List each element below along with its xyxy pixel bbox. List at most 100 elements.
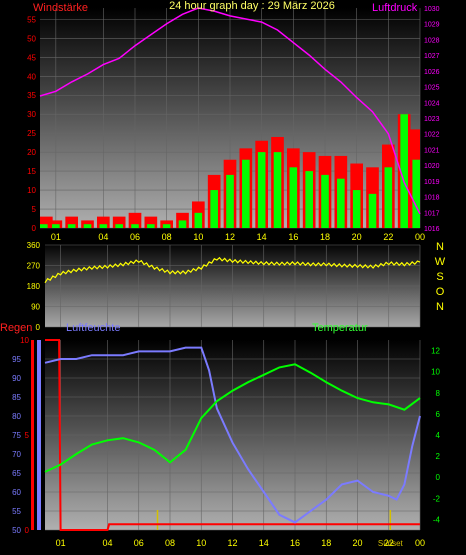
wind-x-tick-label: 00 xyxy=(415,232,425,242)
humidity-tick-label: 80 xyxy=(12,412,21,421)
temperature-tick-label: 10 xyxy=(431,368,440,377)
gust-bar xyxy=(99,224,108,228)
pressure-tick-label: 1024 xyxy=(424,100,440,107)
temperature-tick-label: -2 xyxy=(433,494,441,503)
wind-x-tick-label: 16 xyxy=(288,232,298,242)
gust-bar xyxy=(178,220,187,228)
direction-grid xyxy=(45,244,421,328)
wind-tick-label: 35 xyxy=(27,91,36,100)
wind-tick-label: 5 xyxy=(32,205,37,214)
compass-label: S xyxy=(436,271,443,283)
compass-label: N xyxy=(436,241,444,253)
compass-label: N xyxy=(436,301,444,313)
temperature-tick-label: 2 xyxy=(436,452,441,461)
humidity-tick-label: 85 xyxy=(12,393,21,402)
sun-markers: Sunset xyxy=(156,510,404,548)
wind-x-tick-label: 04 xyxy=(98,232,108,242)
temperature-tick-label: 8 xyxy=(436,389,441,398)
rain-line xyxy=(45,339,420,531)
humidity-y-axis: 50 55 60 65 70 75 80 85 90 95 xyxy=(12,355,21,535)
wind-axis-label: Windstärke xyxy=(33,2,88,14)
humidity-x-tick-label: 18 xyxy=(321,538,331,548)
wind-bars xyxy=(40,114,420,228)
gust-bar xyxy=(52,224,60,228)
gust-bar xyxy=(305,171,313,228)
wind-bar xyxy=(144,216,158,228)
temperature-tick-label: -4 xyxy=(433,515,441,524)
wind-tick-label: 30 xyxy=(27,110,36,119)
wind-x-tick-label: 08 xyxy=(162,232,172,242)
pressure-line xyxy=(39,7,421,215)
humidity-line xyxy=(44,346,421,524)
gust-bar xyxy=(162,224,171,228)
humidity-x-axis: 01 04 06 08 10 12 14 16 18 20 22 00 xyxy=(56,538,425,548)
gust-bar xyxy=(289,167,298,228)
direction-tick-label: 270 xyxy=(27,262,41,271)
humidity-tick-label: 60 xyxy=(12,488,21,497)
humidity-tick-label: 90 xyxy=(12,374,21,383)
pressure-tick-label: 1020 xyxy=(424,163,440,170)
gust-bar xyxy=(337,178,345,228)
pressure-tick-label: 1025 xyxy=(424,85,440,92)
direction-tick-label: 180 xyxy=(27,282,41,291)
humidity-grid xyxy=(45,340,421,531)
wind-x-tick-label: 18 xyxy=(320,232,330,242)
direction-tick-label: 90 xyxy=(31,303,40,312)
humidity-tick-label: 95 xyxy=(12,355,21,364)
pressure-tick-label: 1029 xyxy=(424,22,440,29)
humidity-x-tick-label: 06 xyxy=(134,538,144,548)
direction-y-axis: 0 90 180 270 360 xyxy=(27,241,41,332)
humidity-x-tick-label: 22 xyxy=(384,538,394,548)
pressure-tick-label: 1023 xyxy=(424,116,440,123)
rain-axis-bar xyxy=(31,340,34,530)
direction-line xyxy=(44,256,421,284)
gust-bar xyxy=(384,167,393,228)
humidity-tick-label: 75 xyxy=(12,431,21,440)
pressure-tick-label: 1019 xyxy=(424,179,440,186)
wind-x-tick-label: 01 xyxy=(51,232,61,242)
gust-bar xyxy=(257,152,266,228)
wind-tick-label: 0 xyxy=(32,224,37,233)
gust-bar xyxy=(412,159,420,228)
gust-bar xyxy=(83,224,92,228)
wind-x-axis: 01 04 06 08 10 12 14 16 18 20 22 00 xyxy=(51,232,425,242)
wind-tick-label: 40 xyxy=(27,72,36,81)
humidity-tick-label: 70 xyxy=(12,450,21,459)
gust-bar xyxy=(273,152,282,228)
gust-bar xyxy=(147,224,155,228)
pressure-tick-label: 1028 xyxy=(424,37,440,44)
wind-tick-label: 15 xyxy=(27,167,36,176)
wind-bar xyxy=(97,216,110,228)
wind-x-tick-label: 10 xyxy=(193,232,203,242)
gust-bar xyxy=(40,224,48,228)
wind-tick-label: 45 xyxy=(27,53,36,62)
humidity-x-tick-label: 00 xyxy=(415,538,425,548)
gust-bar xyxy=(368,193,377,228)
rain-tick-label: 5 xyxy=(25,431,30,440)
wind-tick-label: 25 xyxy=(27,129,36,138)
pressure-tick-label: 1022 xyxy=(424,132,440,139)
humidity-x-tick-label: 04 xyxy=(102,538,112,548)
wind-tick-label: 50 xyxy=(27,34,36,43)
direction-tick-label: 0 xyxy=(36,323,41,332)
temperature-axis-label: Temperatur xyxy=(312,322,368,334)
temperature-tick-label: 6 xyxy=(436,410,441,419)
wind-x-tick-label: 12 xyxy=(225,232,235,242)
wind-bar xyxy=(65,216,78,228)
humidity-x-tick-label: 20 xyxy=(352,538,362,548)
wind-x-tick-label: 22 xyxy=(383,232,393,242)
gust-bar xyxy=(400,114,408,228)
compass-label: W xyxy=(435,256,446,268)
humidity-axis-label: Luftfeuchte xyxy=(66,322,120,334)
wind-bar xyxy=(112,216,126,228)
wind-bar xyxy=(40,216,53,228)
pressure-tick-label: 1017 xyxy=(424,210,440,217)
wind-x-tick-label: 14 xyxy=(257,232,267,242)
pressure-tick-label: 1026 xyxy=(424,69,440,76)
wind-tick-label: 20 xyxy=(27,148,36,157)
pressure-tick-label: 1027 xyxy=(424,53,440,60)
rain-tick-label: 10 xyxy=(20,336,29,345)
humidity-x-tick-label: 16 xyxy=(290,538,300,548)
rain-tick-label: 0 xyxy=(25,526,30,535)
